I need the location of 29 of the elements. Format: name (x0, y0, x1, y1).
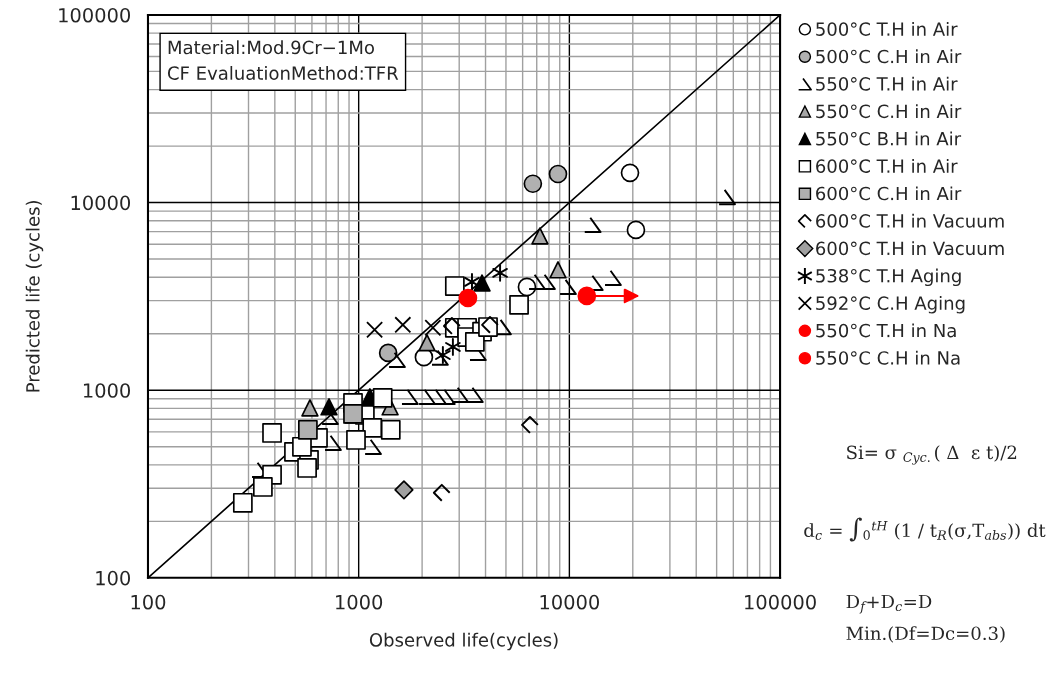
x-tick-label: 10000 (540, 594, 600, 610)
y-tick-label: 100 (96, 570, 131, 586)
legend-label: 538°C T.H Aging (816, 268, 961, 287)
annotation: CF EvaluationMethod:TFR (167, 65, 399, 80)
legend-label: 500°C T.H in Air (816, 21, 958, 36)
legend-label: 600°C T.H in Air (816, 158, 958, 173)
text: Min.(Df=Dc=0.3) (846, 626, 1005, 643)
legend-label: 550°C C.H in Air (816, 104, 962, 119)
x-axis-title: Observed life(cycles) (369, 632, 558, 651)
y-tick-label: 1000 (83, 383, 131, 398)
x-tick-label: 100 (131, 594, 166, 610)
legend-label: 550°C T.H in Air (816, 76, 958, 91)
legend-label: 550°C B.H in Air (816, 131, 962, 146)
x-tick-label: 100000 (745, 594, 816, 610)
legend-label: 600°C C.H in Air (816, 186, 962, 201)
text: D$_{f}$+D$_{c}$=D (846, 594, 932, 614)
legend-label: 600°C T.H in Vacuum (816, 213, 1004, 228)
legend-label: 550°C C.H in Na (816, 350, 960, 365)
y-axis-title: Predicted life (cycles) (25, 200, 44, 392)
x-tick-label: 1000 (336, 594, 383, 610)
legend-label: 500°C C.H in Air (816, 49, 962, 64)
text: Si= σ $_{Cyc.}$( Δ ε t)/2 (847, 445, 1017, 465)
y-tick-label: 100000 (59, 7, 131, 23)
text: d$_{c}$ = ∫$_{0}$$^{tH}$ (1 / t$_{R}$(σ,T$_{abs}$)) dt (804, 517, 1046, 542)
legend-label: 550°C T.H in Na (816, 323, 956, 338)
annotation: Material:Mod.9Cr−1Mo (168, 40, 374, 55)
legend-label: 592°C C.H Aging (816, 296, 965, 314)
y-tick-label: 10000 (71, 195, 131, 211)
legend-label: 600°C T.H in Vacuum (816, 241, 1004, 256)
